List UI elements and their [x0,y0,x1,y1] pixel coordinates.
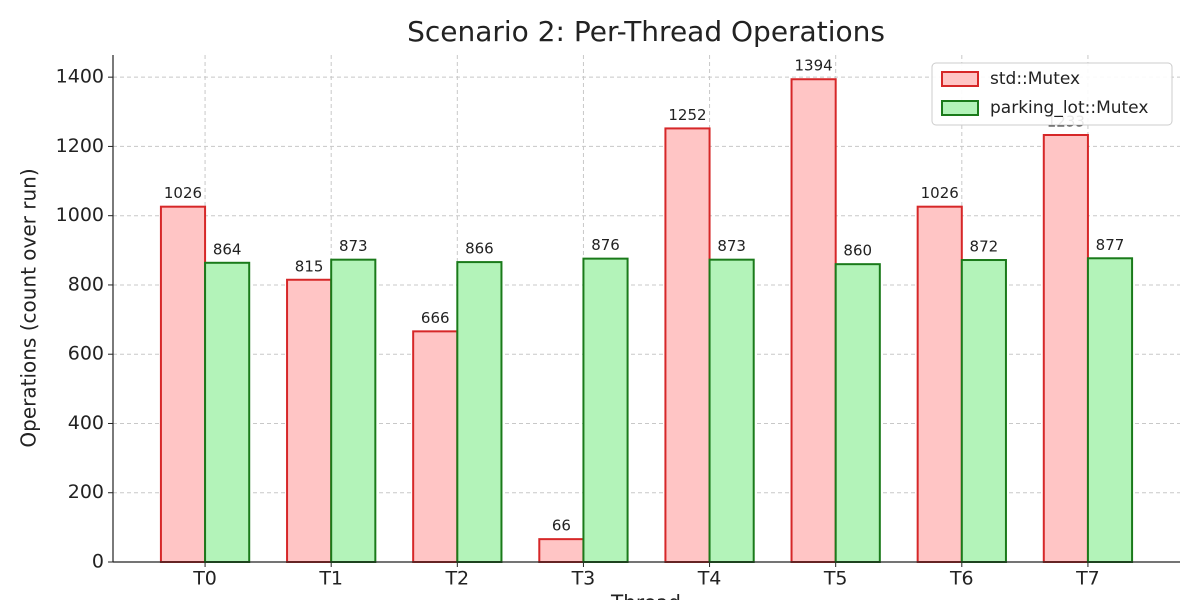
value-label: 1394 [795,57,833,75]
bar [960,259,1007,563]
y-tick-label: 600 [68,343,104,365]
bar [1042,133,1089,563]
x-tick-label: T6 [949,568,974,590]
bar [582,257,629,563]
value-label: 666 [421,309,450,327]
bar [456,261,503,563]
bar [664,127,711,563]
value-label: 877 [1096,236,1125,254]
x-axis-label: Thread [610,591,681,600]
bar [790,78,837,564]
value-label: 876 [591,236,620,254]
value-label: 872 [970,238,999,256]
bar [538,538,585,563]
legend-label: parking_lot::Mutex [990,98,1148,118]
x-tick-label: T1 [318,568,343,590]
legend-swatch [941,100,979,116]
y-tick-label: 400 [68,412,104,434]
y-tick-label: 800 [68,273,104,295]
y-tick-label: 200 [68,481,104,503]
bar [159,205,207,564]
y-tick-label: 1400 [56,66,104,88]
bar [1086,257,1134,563]
y-axis-label: Operations (count over run) [17,168,41,447]
value-label: 815 [295,257,324,275]
bar [834,263,881,563]
x-tick-label: T0 [192,568,217,590]
legend-box [931,62,1173,126]
x-tick-label: T2 [444,568,469,590]
chart-title: Scenario 2: Per-Thread Operations [407,15,885,48]
bar [916,205,963,564]
x-tick-label: T4 [697,568,722,590]
legend-swatch [941,71,979,87]
y-tick-label: 1200 [56,135,104,157]
bar [204,261,251,563]
value-label: 873 [717,237,746,255]
value-label: 873 [339,237,368,255]
bar [330,258,377,563]
value-label: 1252 [668,106,706,124]
value-label: 866 [465,240,494,258]
value-label: 864 [213,240,242,258]
x-tick-label: T3 [571,568,596,590]
y-tick-label: 0 [92,551,104,573]
x-tick-label: T5 [823,568,848,590]
y-tick-label: 1000 [56,204,104,226]
bar [412,330,459,564]
value-label: 66 [552,517,571,535]
bar [708,258,755,563]
value-label: 860 [843,242,872,260]
value-label: 1026 [164,184,202,202]
value-label: 1026 [921,184,959,202]
x-tick-label: T7 [1075,568,1100,590]
legend-label: std::Mutex [990,69,1080,89]
bar [286,278,333,563]
